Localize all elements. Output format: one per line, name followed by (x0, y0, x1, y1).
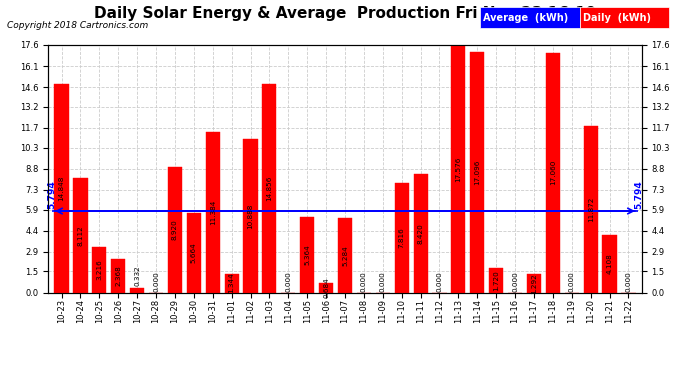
Text: 11.384: 11.384 (210, 200, 216, 225)
Text: 17.060: 17.060 (550, 160, 556, 185)
Text: 7.816: 7.816 (399, 227, 405, 248)
Text: 0.684: 0.684 (323, 278, 329, 298)
Bar (395, 183, 408, 292)
Text: 8.420: 8.420 (417, 223, 424, 244)
Bar (319, 283, 333, 292)
Text: 5.794: 5.794 (634, 180, 643, 209)
Text: 0.000: 0.000 (625, 271, 631, 292)
Text: Average  (kWh): Average (kWh) (483, 13, 569, 23)
Text: Copyright 2018 Cartronics.com: Copyright 2018 Cartronics.com (7, 21, 148, 30)
Bar (300, 217, 314, 292)
Text: 1.720: 1.720 (493, 270, 499, 291)
Bar (451, 45, 466, 292)
Bar (73, 178, 88, 292)
Text: 1.292: 1.292 (531, 273, 537, 294)
Text: 0.000: 0.000 (437, 271, 442, 292)
Bar (527, 274, 541, 292)
Text: 1.344: 1.344 (228, 273, 235, 293)
Bar (244, 140, 257, 292)
Text: Daily Solar Energy & Average  Production Fri Nov 23 16:19: Daily Solar Energy & Average Production … (94, 6, 596, 21)
Bar (584, 126, 598, 292)
Bar (224, 274, 239, 292)
Text: Daily  (kWh): Daily (kWh) (583, 13, 651, 23)
Text: 17.096: 17.096 (474, 160, 480, 185)
Text: 8.112: 8.112 (77, 225, 83, 246)
Text: 5.364: 5.364 (304, 244, 310, 265)
Bar (187, 213, 201, 292)
Text: 0.000: 0.000 (380, 271, 386, 292)
Text: 5.664: 5.664 (191, 242, 197, 263)
Bar (338, 218, 352, 292)
Text: 14.848: 14.848 (59, 176, 65, 201)
Text: 17.576: 17.576 (455, 156, 462, 182)
Bar (546, 53, 560, 292)
Bar (92, 247, 106, 292)
Bar (111, 259, 126, 292)
Bar (262, 84, 277, 292)
Text: 0.000: 0.000 (512, 271, 518, 292)
Bar (470, 52, 484, 292)
Text: 5.284: 5.284 (342, 245, 348, 266)
Bar (55, 84, 68, 292)
Text: 0.000: 0.000 (285, 271, 291, 292)
Text: 0.000: 0.000 (569, 271, 575, 292)
Text: 10.888: 10.888 (248, 203, 253, 229)
Text: 2.368: 2.368 (115, 266, 121, 286)
Text: 0.332: 0.332 (134, 265, 140, 286)
Text: 0.000: 0.000 (153, 271, 159, 292)
Bar (489, 268, 503, 292)
Bar (206, 132, 220, 292)
Bar (413, 174, 428, 292)
Text: 14.856: 14.856 (266, 176, 273, 201)
Text: 4.108: 4.108 (607, 253, 613, 274)
Text: 8.920: 8.920 (172, 219, 178, 240)
Bar (130, 288, 144, 292)
Bar (602, 235, 617, 292)
Text: 3.216: 3.216 (97, 260, 102, 280)
Text: 11.872: 11.872 (588, 196, 593, 222)
Text: 5.794: 5.794 (47, 180, 56, 209)
Text: 0.000: 0.000 (361, 271, 367, 292)
Bar (168, 167, 182, 292)
